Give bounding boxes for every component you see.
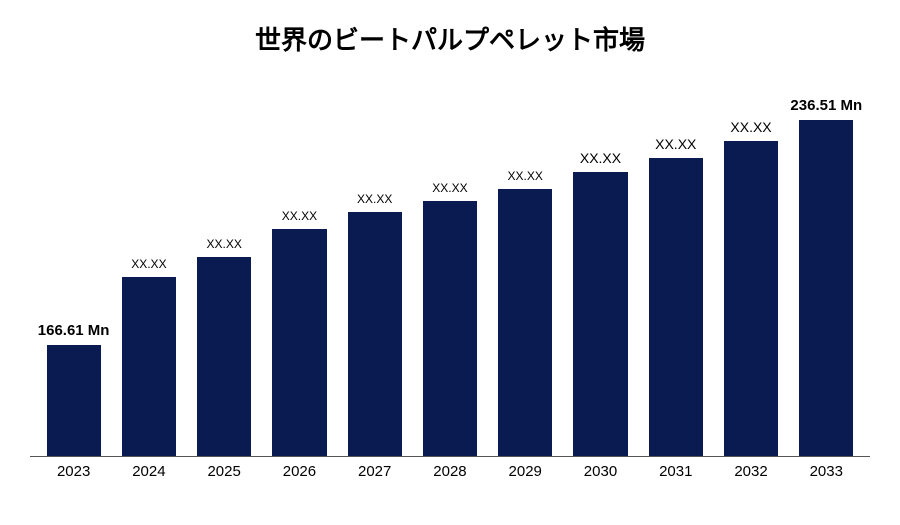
x-axis-tick: 2031 — [638, 463, 713, 480]
bar-col: XX.XX — [262, 87, 337, 456]
bar-col: 166.61 Mn — [36, 87, 111, 456]
bar-col: XX.XX — [337, 87, 412, 456]
bar — [47, 345, 101, 456]
bar — [724, 141, 778, 456]
x-axis-tick: 2028 — [412, 463, 487, 480]
bar-col: XX.XX — [111, 87, 186, 456]
bar — [573, 172, 627, 456]
bar-col: XX.XX — [187, 87, 262, 456]
chart-bars: 166.61 MnXX.XXXX.XXXX.XXXX.XXXX.XXXX.XXX… — [30, 87, 870, 457]
bar — [649, 158, 703, 456]
x-axis-tick: 2033 — [789, 463, 864, 480]
bar-data-label: 236.51 Mn — [774, 97, 879, 114]
bar — [348, 212, 402, 456]
chart-title: 世界のビートパルプペレット市場 — [30, 20, 870, 57]
bar — [423, 201, 477, 456]
x-axis-tick: 2032 — [713, 463, 788, 480]
bar-col: XX.XX — [412, 87, 487, 456]
bar-col: XX.XX — [488, 87, 563, 456]
bar — [197, 257, 251, 456]
x-axis-tick: 2030 — [563, 463, 638, 480]
x-axis-tick: 2027 — [337, 463, 412, 480]
chart-container: 世界のビートパルプペレット市場 166.61 MnXX.XXXX.XXXX.XX… — [0, 0, 900, 525]
bar — [122, 277, 176, 456]
x-axis-tick: 2029 — [488, 463, 563, 480]
chart-plot-area: 166.61 MnXX.XXXX.XXXX.XXXX.XXXX.XXXX.XXX… — [30, 87, 870, 457]
bar — [272, 229, 326, 456]
x-axis-tick: 2025 — [187, 463, 262, 480]
bar — [498, 189, 552, 456]
x-axis-tick: 2023 — [36, 463, 111, 480]
x-axis-tick: 2024 — [111, 463, 186, 480]
bar-col: XX.XX — [713, 87, 788, 456]
chart-x-axis: 2023202420252026202720282029203020312032… — [30, 457, 870, 480]
bar — [799, 120, 853, 456]
bar-col: 236.51 Mn — [789, 87, 864, 456]
x-axis-tick: 2026 — [262, 463, 337, 480]
bar-col: XX.XX — [638, 87, 713, 456]
